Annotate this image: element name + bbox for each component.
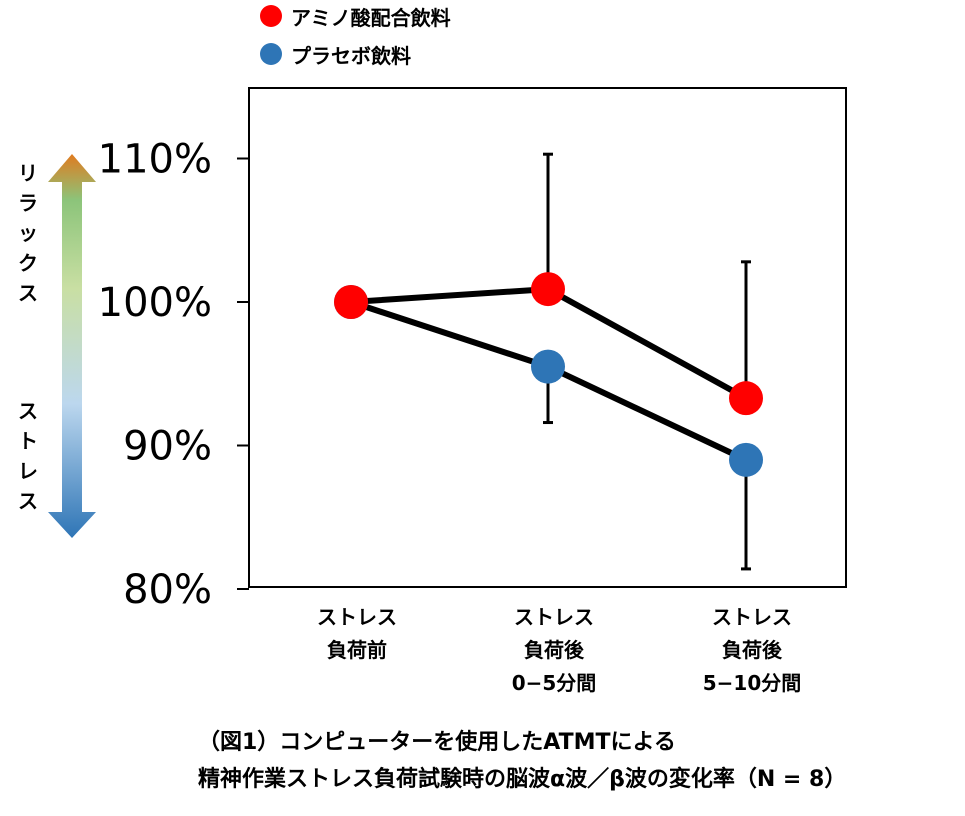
legend: アミノ酸配合飲料 プラセボ飲料: [260, 5, 451, 68]
y-tick-label: 110%: [98, 137, 212, 183]
side-label-stress: ストレス: [18, 399, 38, 513]
legend-label-amino: アミノ酸配合飲料: [291, 6, 451, 30]
x-category-label: ストレス: [712, 605, 792, 629]
series-points: [334, 272, 763, 477]
x-category-label: ストレス: [514, 605, 594, 629]
y-tick-label: 80%: [123, 567, 212, 613]
error-bars: [543, 152, 751, 571]
data-point-amino: [729, 381, 763, 416]
side-label-char: リ: [18, 161, 38, 185]
data-point-placebo: [729, 442, 763, 477]
side-arrow-shape: [48, 154, 96, 538]
x-category-label: ストレス: [317, 605, 397, 629]
x-category-label: 負荷後: [722, 638, 783, 662]
legend-marker-amino: [260, 5, 282, 27]
caption-line-1: （図1）コンピューターを使用したATMTによる: [198, 730, 676, 755]
y-tick-label: 100%: [98, 280, 212, 326]
side-label-char: ラ: [18, 191, 38, 215]
x-category-label: 負荷前: [327, 638, 387, 662]
side-label-char: ス: [18, 399, 38, 423]
side-label-char: ク: [18, 251, 38, 275]
y-axis: 80% 90% 100% 110%: [98, 137, 249, 613]
data-point-amino: [334, 285, 368, 319]
x-category-label: 5−10分間: [703, 671, 802, 695]
side-label-char: ス: [18, 281, 38, 305]
side-scale-arrow: [48, 154, 96, 538]
legend-marker-placebo: [260, 43, 282, 65]
x-category-label: 0−5分間: [512, 671, 597, 695]
data-point-amino: [531, 272, 565, 307]
x-category-label: 負荷後: [524, 638, 585, 662]
side-label-char: ス: [18, 489, 38, 513]
legend-label-placebo: プラセボ飲料: [291, 44, 411, 68]
y-tick-label: 90%: [123, 424, 212, 470]
plot-frame: [248, 87, 847, 588]
data-point-placebo: [531, 349, 565, 384]
caption-line-2: 精神作業ストレス負荷試験時の脳波α波／β波の変化率（N = 8）: [198, 766, 846, 792]
side-label-char: ト: [18, 429, 38, 453]
side-label-char: ッ: [18, 221, 38, 245]
side-label-char: レ: [18, 459, 38, 483]
